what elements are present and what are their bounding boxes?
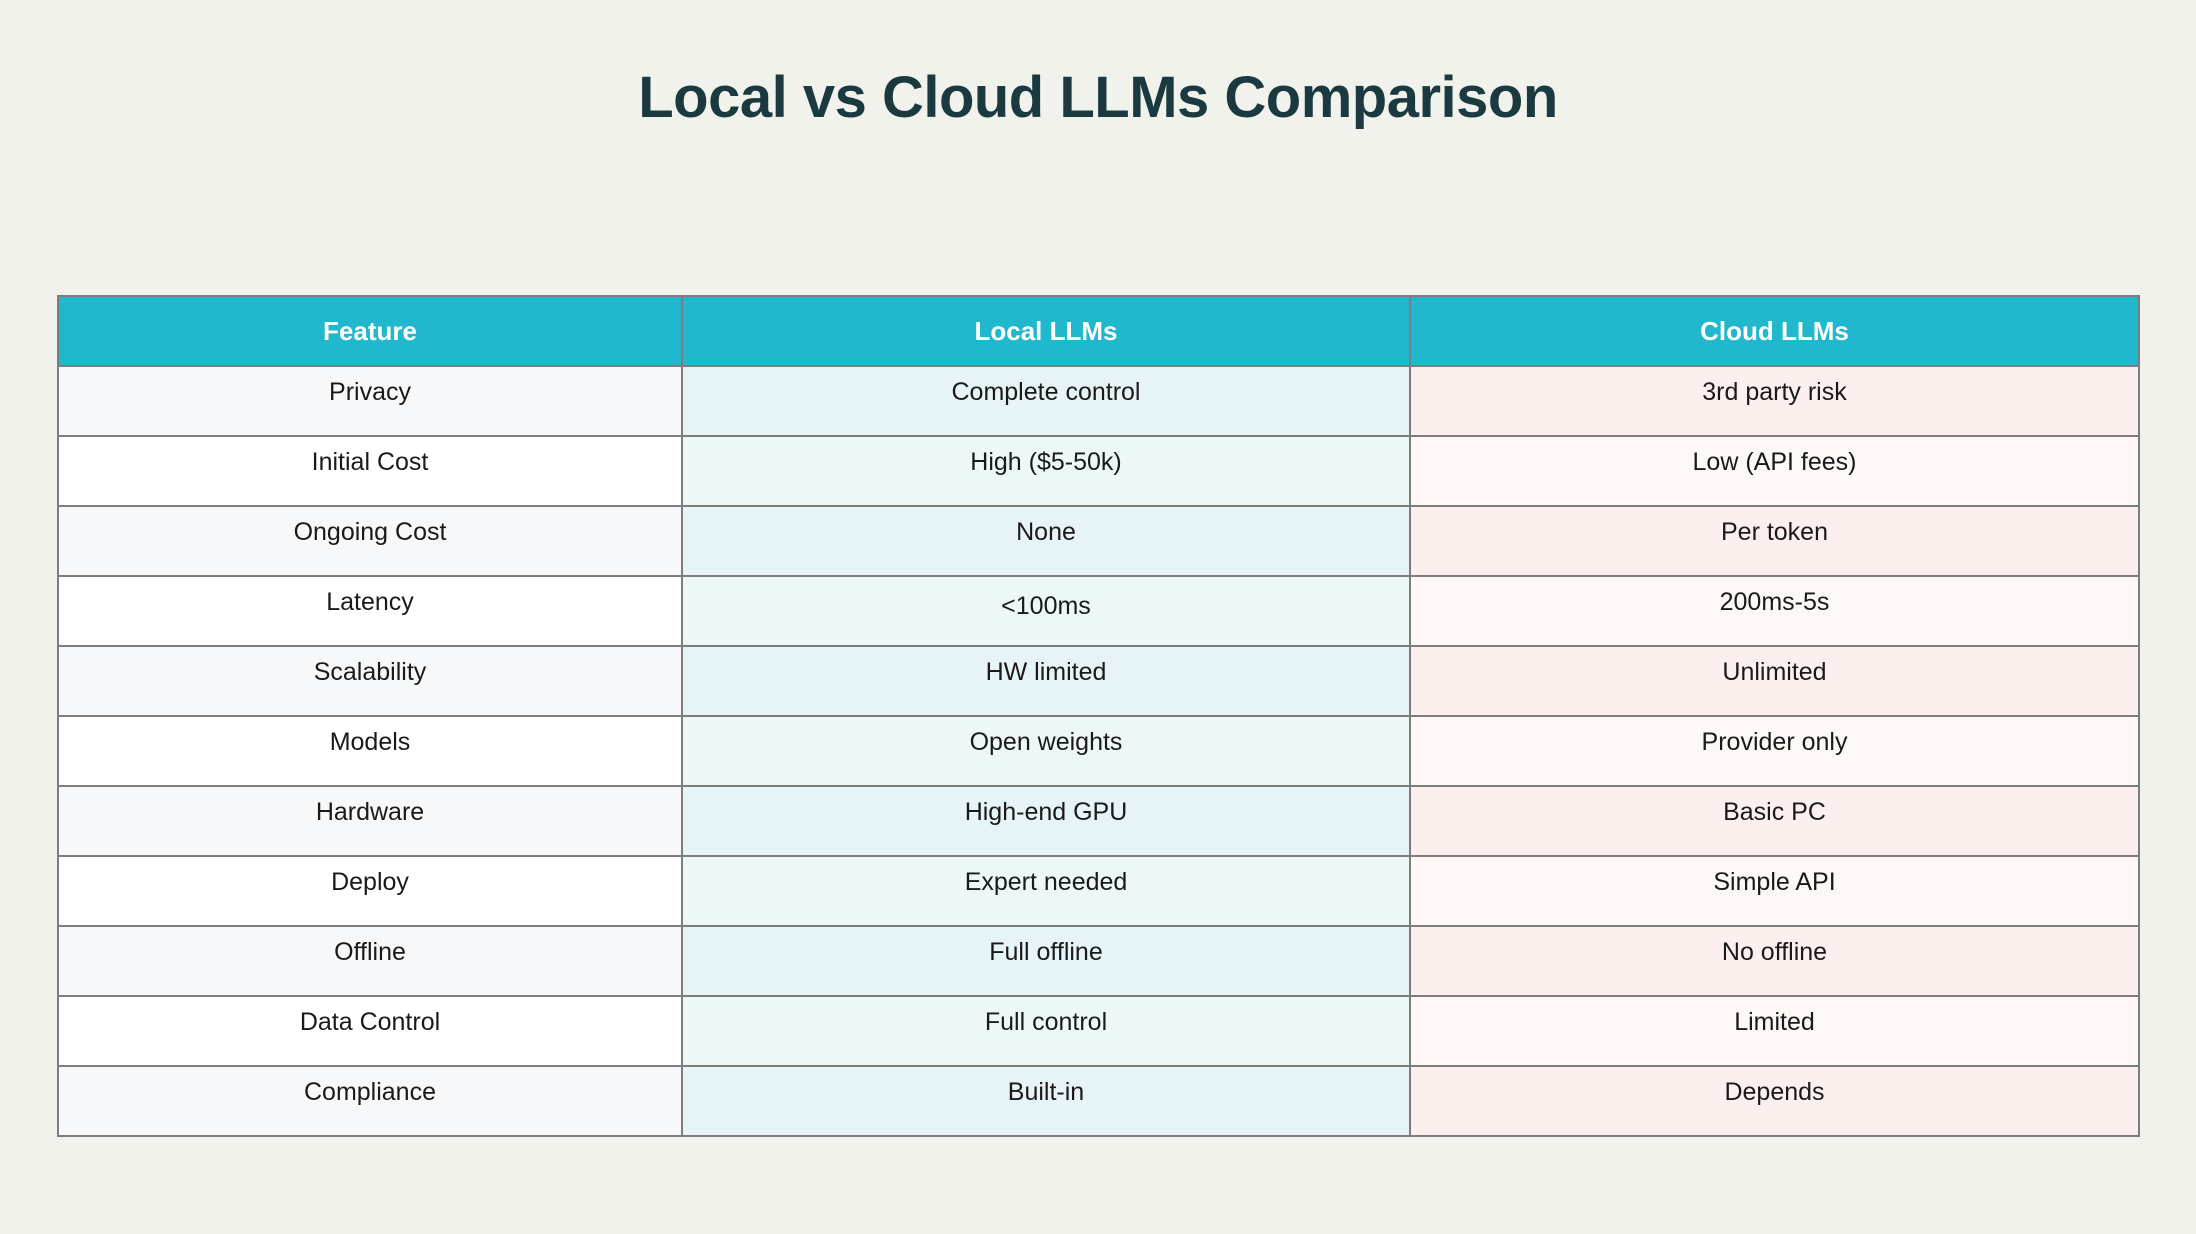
table-row: Compliance Built-in Depends (57, 1065, 2140, 1137)
feature-cell: Deploy (57, 855, 683, 927)
table-row: Privacy Complete control 3rd party risk (57, 365, 2140, 437)
cloud-cell: 3rd party risk (1409, 365, 2140, 437)
cloud-cell: Limited (1409, 995, 2140, 1067)
local-cell: High-end GPU (681, 785, 1411, 857)
cloud-cell: Basic PC (1409, 785, 2140, 857)
table-body: Privacy Complete control 3rd party risk … (57, 365, 2140, 1137)
local-cell: Built-in (681, 1065, 1411, 1137)
feature-cell: Privacy (57, 365, 683, 437)
header-feature: Feature (57, 295, 683, 367)
header-local-llms: Local LLMs (681, 295, 1411, 367)
feature-cell: Initial Cost (57, 435, 683, 507)
local-cell: Complete control (681, 365, 1411, 437)
local-cell: None (681, 505, 1411, 577)
cloud-cell: 200ms-5s (1409, 575, 2140, 647)
local-cell: High ($5-50k) (681, 435, 1411, 507)
header-row: Feature Local LLMs Cloud LLMs (57, 295, 2140, 367)
local-cell: <100ms (681, 575, 1411, 647)
cloud-cell: No offline (1409, 925, 2140, 997)
feature-cell: Ongoing Cost (57, 505, 683, 577)
local-cell: Full offline (681, 925, 1411, 997)
chart-title: Local vs Cloud LLMs Comparison (638, 65, 1558, 130)
feature-cell: Latency (57, 575, 683, 647)
cloud-cell: Unlimited (1409, 645, 2140, 717)
header-cloud-llms: Cloud LLMs (1409, 295, 2140, 367)
cloud-cell: Low (API fees) (1409, 435, 2140, 507)
table-row: Deploy Expert needed Simple API (57, 855, 2140, 927)
feature-cell: Scalability (57, 645, 683, 717)
feature-cell: Hardware (57, 785, 683, 857)
table-row: Initial Cost High ($5-50k) Low (API fees… (57, 435, 2140, 507)
feature-cell: Models (57, 715, 683, 787)
local-cell: HW limited (681, 645, 1411, 717)
table-row: Ongoing Cost None Per token (57, 505, 2140, 577)
feature-cell: Compliance (57, 1065, 683, 1137)
table-row: Data Control Full control Limited (57, 995, 2140, 1067)
feature-cell: Offline (57, 925, 683, 997)
cloud-cell: Provider only (1409, 715, 2140, 787)
table-row: Hardware High-end GPU Basic PC (57, 785, 2140, 857)
table-row: Models Open weights Provider only (57, 715, 2140, 787)
cloud-cell: Per token (1409, 505, 2140, 577)
table-row: Offline Full offline No offline (57, 925, 2140, 997)
table-row: Latency <100ms 200ms-5s (57, 575, 2140, 647)
cloud-cell: Simple API (1409, 855, 2140, 927)
table-row: Scalability HW limited Unlimited (57, 645, 2140, 717)
local-cell: Open weights (681, 715, 1411, 787)
table-header: Feature Local LLMs Cloud LLMs (57, 295, 2140, 367)
comparison-table: Feature Local LLMs Cloud LLMs Privacy Co… (57, 295, 2140, 1137)
local-cell: Full control (681, 995, 1411, 1067)
feature-cell: Data Control (57, 995, 683, 1067)
cloud-cell: Depends (1409, 1065, 2140, 1137)
local-cell: Expert needed (681, 855, 1411, 927)
